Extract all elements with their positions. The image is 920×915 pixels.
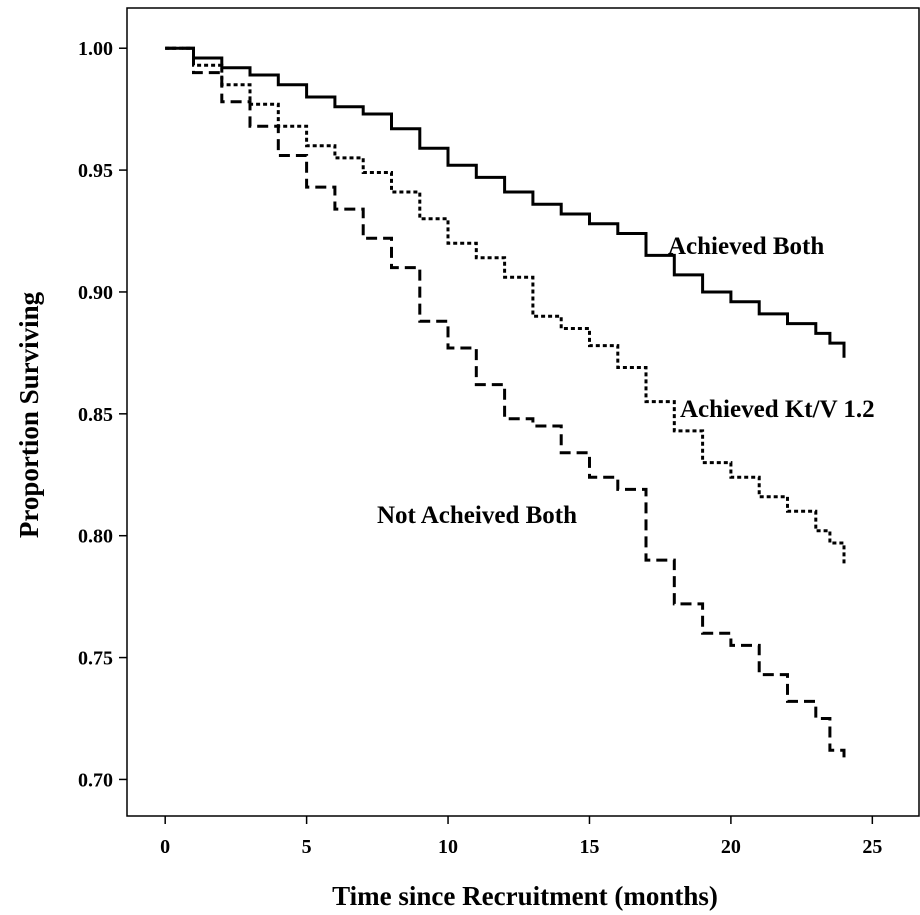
- annotation-achieved-both: Achieved Both: [668, 233, 824, 260]
- y-tick-label: 0.90: [78, 282, 113, 304]
- y-tick-label: 0.75: [78, 648, 113, 670]
- x-tick-label: 25: [862, 836, 882, 858]
- series-line-3: [165, 46, 846, 758]
- y-axis-title: Proportion Surviving: [14, 291, 44, 538]
- x-tick-label: 20: [721, 836, 741, 858]
- series-line-2: [165, 46, 846, 565]
- y-tick-label: 0.80: [78, 526, 113, 548]
- y-tick-label: 0.95: [78, 160, 113, 182]
- y-tick-label: 1.00: [78, 38, 113, 60]
- annotation-achieved-ktv: Achieved Kt/V 1.2: [680, 396, 875, 423]
- y-tick-label: 0.70: [78, 769, 113, 791]
- x-axis-title: Time since Recruitment (months): [332, 881, 718, 911]
- x-tick-label: 5: [302, 836, 312, 858]
- plot-frame: [126, 7, 920, 817]
- y-tick-label: 0.85: [78, 404, 113, 426]
- x-tick-label: 0: [160, 836, 170, 858]
- annotation-not-achieved-both: Not Acheived Both: [377, 502, 577, 529]
- x-tick-label: 10: [438, 836, 458, 858]
- series-line-1: [165, 46, 846, 358]
- series-layer: [165, 46, 846, 758]
- axes-layer: 1.00 0.95 0.90 0.85 0.80 0.75 0.70 0 5 10 15 20 25: [78, 38, 882, 858]
- x-tick-label: 15: [579, 836, 599, 858]
